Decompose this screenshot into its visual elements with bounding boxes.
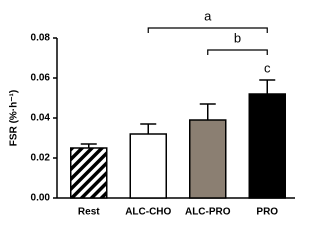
bar [189, 119, 227, 199]
x-tick-label: ALC-PRO [185, 207, 231, 218]
y-tick-label: 0.06 [31, 73, 51, 84]
significance-label: a [204, 8, 212, 23]
y-axis-label: FSR (%·h⁻¹) [9, 90, 20, 146]
y-tick-label: 0.08 [31, 33, 51, 44]
significance-label: c [264, 60, 271, 75]
y-tick-label: 0.00 [31, 193, 51, 204]
y-tick-label: 0.04 [31, 113, 51, 124]
x-tick-label: PRO [256, 207, 278, 218]
significance-bracket [207, 49, 268, 55]
bar [70, 147, 108, 199]
significance-label: b [234, 30, 241, 45]
x-tick-label: Rest [78, 207, 100, 218]
significance-bracket [147, 27, 268, 33]
bar [129, 133, 167, 199]
chart: FSR (%·h⁻¹) 0.00 0.02 0.04 0.06 0.08 Rest ALC-… [9, 8, 295, 218]
x-tick-label: ALC-CHO [125, 207, 171, 218]
y-tick-label: 0.02 [31, 153, 51, 164]
bar [248, 93, 286, 199]
